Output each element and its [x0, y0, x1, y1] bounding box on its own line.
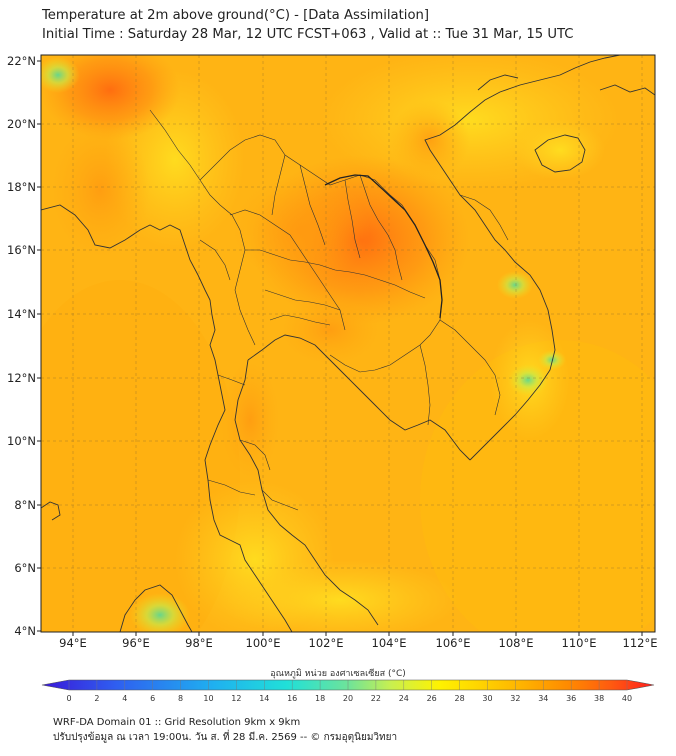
colorbar-tick-label: 40: [622, 694, 632, 703]
lon-label: 110°E: [562, 636, 597, 650]
lon-gridlines: [72, 55, 643, 632]
temperature-field: [41, 55, 655, 632]
lat-gridlines: [41, 123, 655, 569]
map-title-line2: Initial Time : Saturday 28 Mar, 12 UTC F…: [42, 27, 574, 42]
lon-label: 104°E: [372, 636, 407, 650]
colorbar-tick-label: 16: [287, 694, 297, 703]
colorbar-tick-label: 18: [315, 694, 325, 703]
lat-label: 14°N: [7, 307, 36, 321]
lat-label: 18°N: [7, 180, 36, 194]
map-title-line1: Temperature at 2m above ground(°C) - [Da…: [42, 8, 430, 23]
thai-lao-border: [324, 174, 443, 319]
lon-label: 98°E: [185, 636, 213, 650]
lon-label: 100°E: [246, 636, 281, 650]
coastlines: [41, 55, 655, 632]
colorbar-tick-label: 14: [259, 694, 269, 703]
colorbar-tick-label: 34: [538, 694, 548, 703]
province-borders: [149, 109, 509, 511]
footer-line1: WRF-DA Domain 01 :: Grid Resolution 9km …: [53, 717, 301, 728]
colorbar-tick-label: 8: [178, 694, 183, 703]
lat-label: 12°N: [7, 371, 36, 385]
colorbar-tick-label: 12: [231, 694, 241, 703]
lat-label: 22°N: [7, 54, 36, 68]
colorbar-tick-label: 6: [150, 694, 155, 703]
colorbar-tick-label: 36: [566, 694, 576, 703]
colorbar-tick-label: 30: [482, 694, 492, 703]
colorbar-tick-label: 10: [203, 694, 213, 703]
colorbar-tick-label: 38: [594, 694, 604, 703]
lat-label: 8°N: [14, 498, 36, 512]
lon-label: 102°E: [309, 636, 344, 650]
footer-line2: ปรับปรุงข้อมูล ณ เวลา 19:00น. วัน ส. ที่…: [53, 732, 398, 743]
colorbar-tick-label: 20: [343, 694, 353, 703]
colorbar-tick-label: 22: [371, 694, 381, 703]
colorbar-tick-label: 32: [510, 694, 520, 703]
lat-ticks: [37, 60, 41, 632]
lat-label: 6°N: [14, 561, 36, 575]
lon-label: 108°E: [499, 636, 534, 650]
lon-label: 112°E: [623, 636, 658, 650]
colorbar-tick-label: 2: [94, 694, 99, 703]
lat-label: 16°N: [7, 243, 36, 257]
lon-label: 106°E: [436, 636, 471, 650]
lon-label: 94°E: [59, 636, 87, 650]
colorbar-tick-label: 28: [455, 694, 465, 703]
colorbar-tick-label: 26: [427, 694, 437, 703]
map-frame: [40, 54, 656, 633]
lat-label: 10°N: [7, 434, 36, 448]
lat-label: 20°N: [7, 117, 36, 131]
colorbar-tick-label: 4: [122, 694, 127, 703]
lon-label: 96°E: [122, 636, 150, 650]
lat-label: 4°N: [14, 624, 36, 638]
colorbar-ticks: 0 2 4 6 8 10 12 14 16 18 20 22 24 26 28 30 32 34 36 38 40: [66, 680, 632, 703]
colorbar-tick-label: 0: [66, 694, 71, 703]
lon-ticks: [72, 632, 643, 636]
colorbar-tick-label: 24: [399, 694, 409, 703]
colorbar-title: อุณหภูมิ หน่วย องศาเซลเซียส (°C): [270, 668, 406, 679]
